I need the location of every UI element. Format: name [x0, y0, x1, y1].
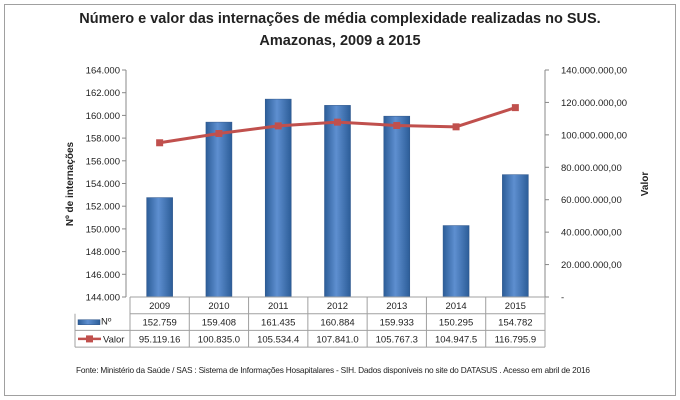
- valor-marker-2010: [215, 130, 223, 138]
- x-tick-label: 2009: [149, 301, 170, 312]
- y-tick-label-left: 160.000: [86, 111, 120, 122]
- y-tick-label-left: 148.000: [86, 247, 120, 258]
- table-cell-valor: 107.841.0: [316, 334, 358, 345]
- table-cell-valor: 95.119.16: [139, 334, 181, 345]
- source-note: Fonte: Ministério da Saúde / SAS : Siste…: [76, 365, 590, 375]
- valor-marker-2013: [393, 122, 401, 130]
- y-tick-label-left: 162.000: [86, 88, 120, 99]
- table-cell-n: 161.435: [261, 318, 295, 329]
- x-tick-label: 2012: [327, 301, 348, 312]
- y-tick-label-right: 100.000.000,00: [561, 130, 627, 141]
- table-cell-valor: 116.795.9: [495, 334, 537, 345]
- y-tick-label-right: 120.000.000,00: [561, 98, 627, 109]
- table-cell-n: 159.408: [202, 318, 236, 329]
- y-tick-label-left: 158.000: [86, 134, 120, 145]
- table-cell-valor: 100.835.0: [198, 334, 240, 345]
- table-cell-valor: 104.947.5: [435, 334, 477, 345]
- y-tick-label-right: 20.000.000,00: [561, 260, 622, 271]
- valor-marker-2012: [334, 118, 341, 126]
- x-tick-label: 2015: [505, 301, 526, 312]
- y-tick-label-left: 164.000: [86, 66, 120, 77]
- y-tick-label-left: 150.000: [86, 224, 120, 235]
- y-axis-label-right: Valor: [640, 172, 651, 197]
- table-cell-n: 152.759: [142, 318, 176, 329]
- valor-marker-2009: [156, 139, 164, 147]
- bar-2015: [502, 174, 529, 298]
- x-tick-label: 2014: [446, 301, 467, 312]
- x-tick-label: 2011: [268, 301, 288, 312]
- chart-subtitle: Amazonas, 2009 a 2015: [259, 33, 421, 49]
- table-cell-n: 150.295: [439, 318, 473, 329]
- x-tick-label: 2010: [208, 301, 229, 312]
- y-tick-label-right: 80.000.000,00: [561, 163, 622, 174]
- table-cell-valor: 105.767.3: [376, 334, 418, 345]
- y-tick-label-left: 156.000: [86, 156, 120, 167]
- y-tick-label-left: 146.000: [86, 270, 120, 281]
- legend-key-valor-marker: [86, 335, 93, 343]
- x-tick-label: 2013: [386, 301, 407, 312]
- y-tick-label-right: -: [561, 293, 564, 304]
- table-cell-n: 154.782: [498, 318, 532, 329]
- bar-2014: [442, 225, 470, 298]
- y-tick-label-left: 152.000: [86, 202, 120, 213]
- legend-label-valor: Valor: [103, 334, 124, 345]
- legend-label-n: Nº: [101, 317, 112, 328]
- y-tick-label-right: 60.000.000,00: [561, 195, 622, 206]
- y-tick-label-right: 140.000.000,00: [561, 66, 627, 77]
- bar-2011: [264, 98, 292, 298]
- bar-2013: [383, 115, 411, 298]
- table-cell-valor: 105.534.4: [257, 334, 299, 345]
- chart-border: [4, 4, 676, 396]
- table-cell-n: 160.884: [320, 318, 354, 329]
- legend-key-n: [77, 319, 101, 325]
- bar-2012: [324, 105, 351, 298]
- y-tick-label-left: 154.000: [86, 179, 120, 190]
- y-tick-label-right: 40.000.000,00: [561, 228, 622, 239]
- valor-marker-2015: [511, 104, 519, 112]
- bar-2010: [205, 121, 233, 298]
- valor-marker-2011: [274, 122, 282, 130]
- y-tick-label-left: 144.000: [86, 293, 120, 304]
- bar-2009: [146, 197, 173, 298]
- chart-title: Número e valor das internações de média …: [79, 11, 601, 27]
- valor-marker-2014: [452, 123, 460, 131]
- y-axis-label-left: Nº de internações: [65, 141, 76, 226]
- table-cell-n: 159.933: [380, 318, 414, 329]
